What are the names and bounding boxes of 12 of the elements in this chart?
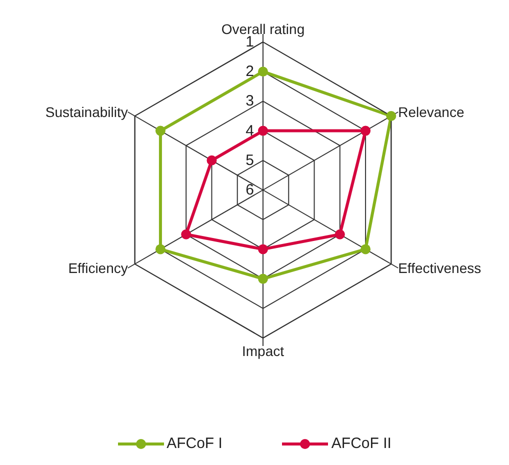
y-tick-label: 4 (246, 122, 254, 140)
y-tick-label: 2 (246, 63, 254, 80)
y-tick-label: 3 (246, 92, 254, 110)
y-tick-label: 5 (246, 152, 254, 169)
spoke-label: Sustainability (45, 104, 128, 120)
legend-label: AFCoF I (166, 435, 222, 452)
spoke-label: Efficiency (68, 260, 128, 276)
spoke-label: Effectiveness (398, 260, 482, 276)
y-tick-label: 6 (246, 182, 254, 198)
spoke-label: Relevance (398, 104, 464, 120)
legend-label: AFCoF II (331, 435, 392, 452)
spoke-label: Impact (242, 342, 284, 359)
